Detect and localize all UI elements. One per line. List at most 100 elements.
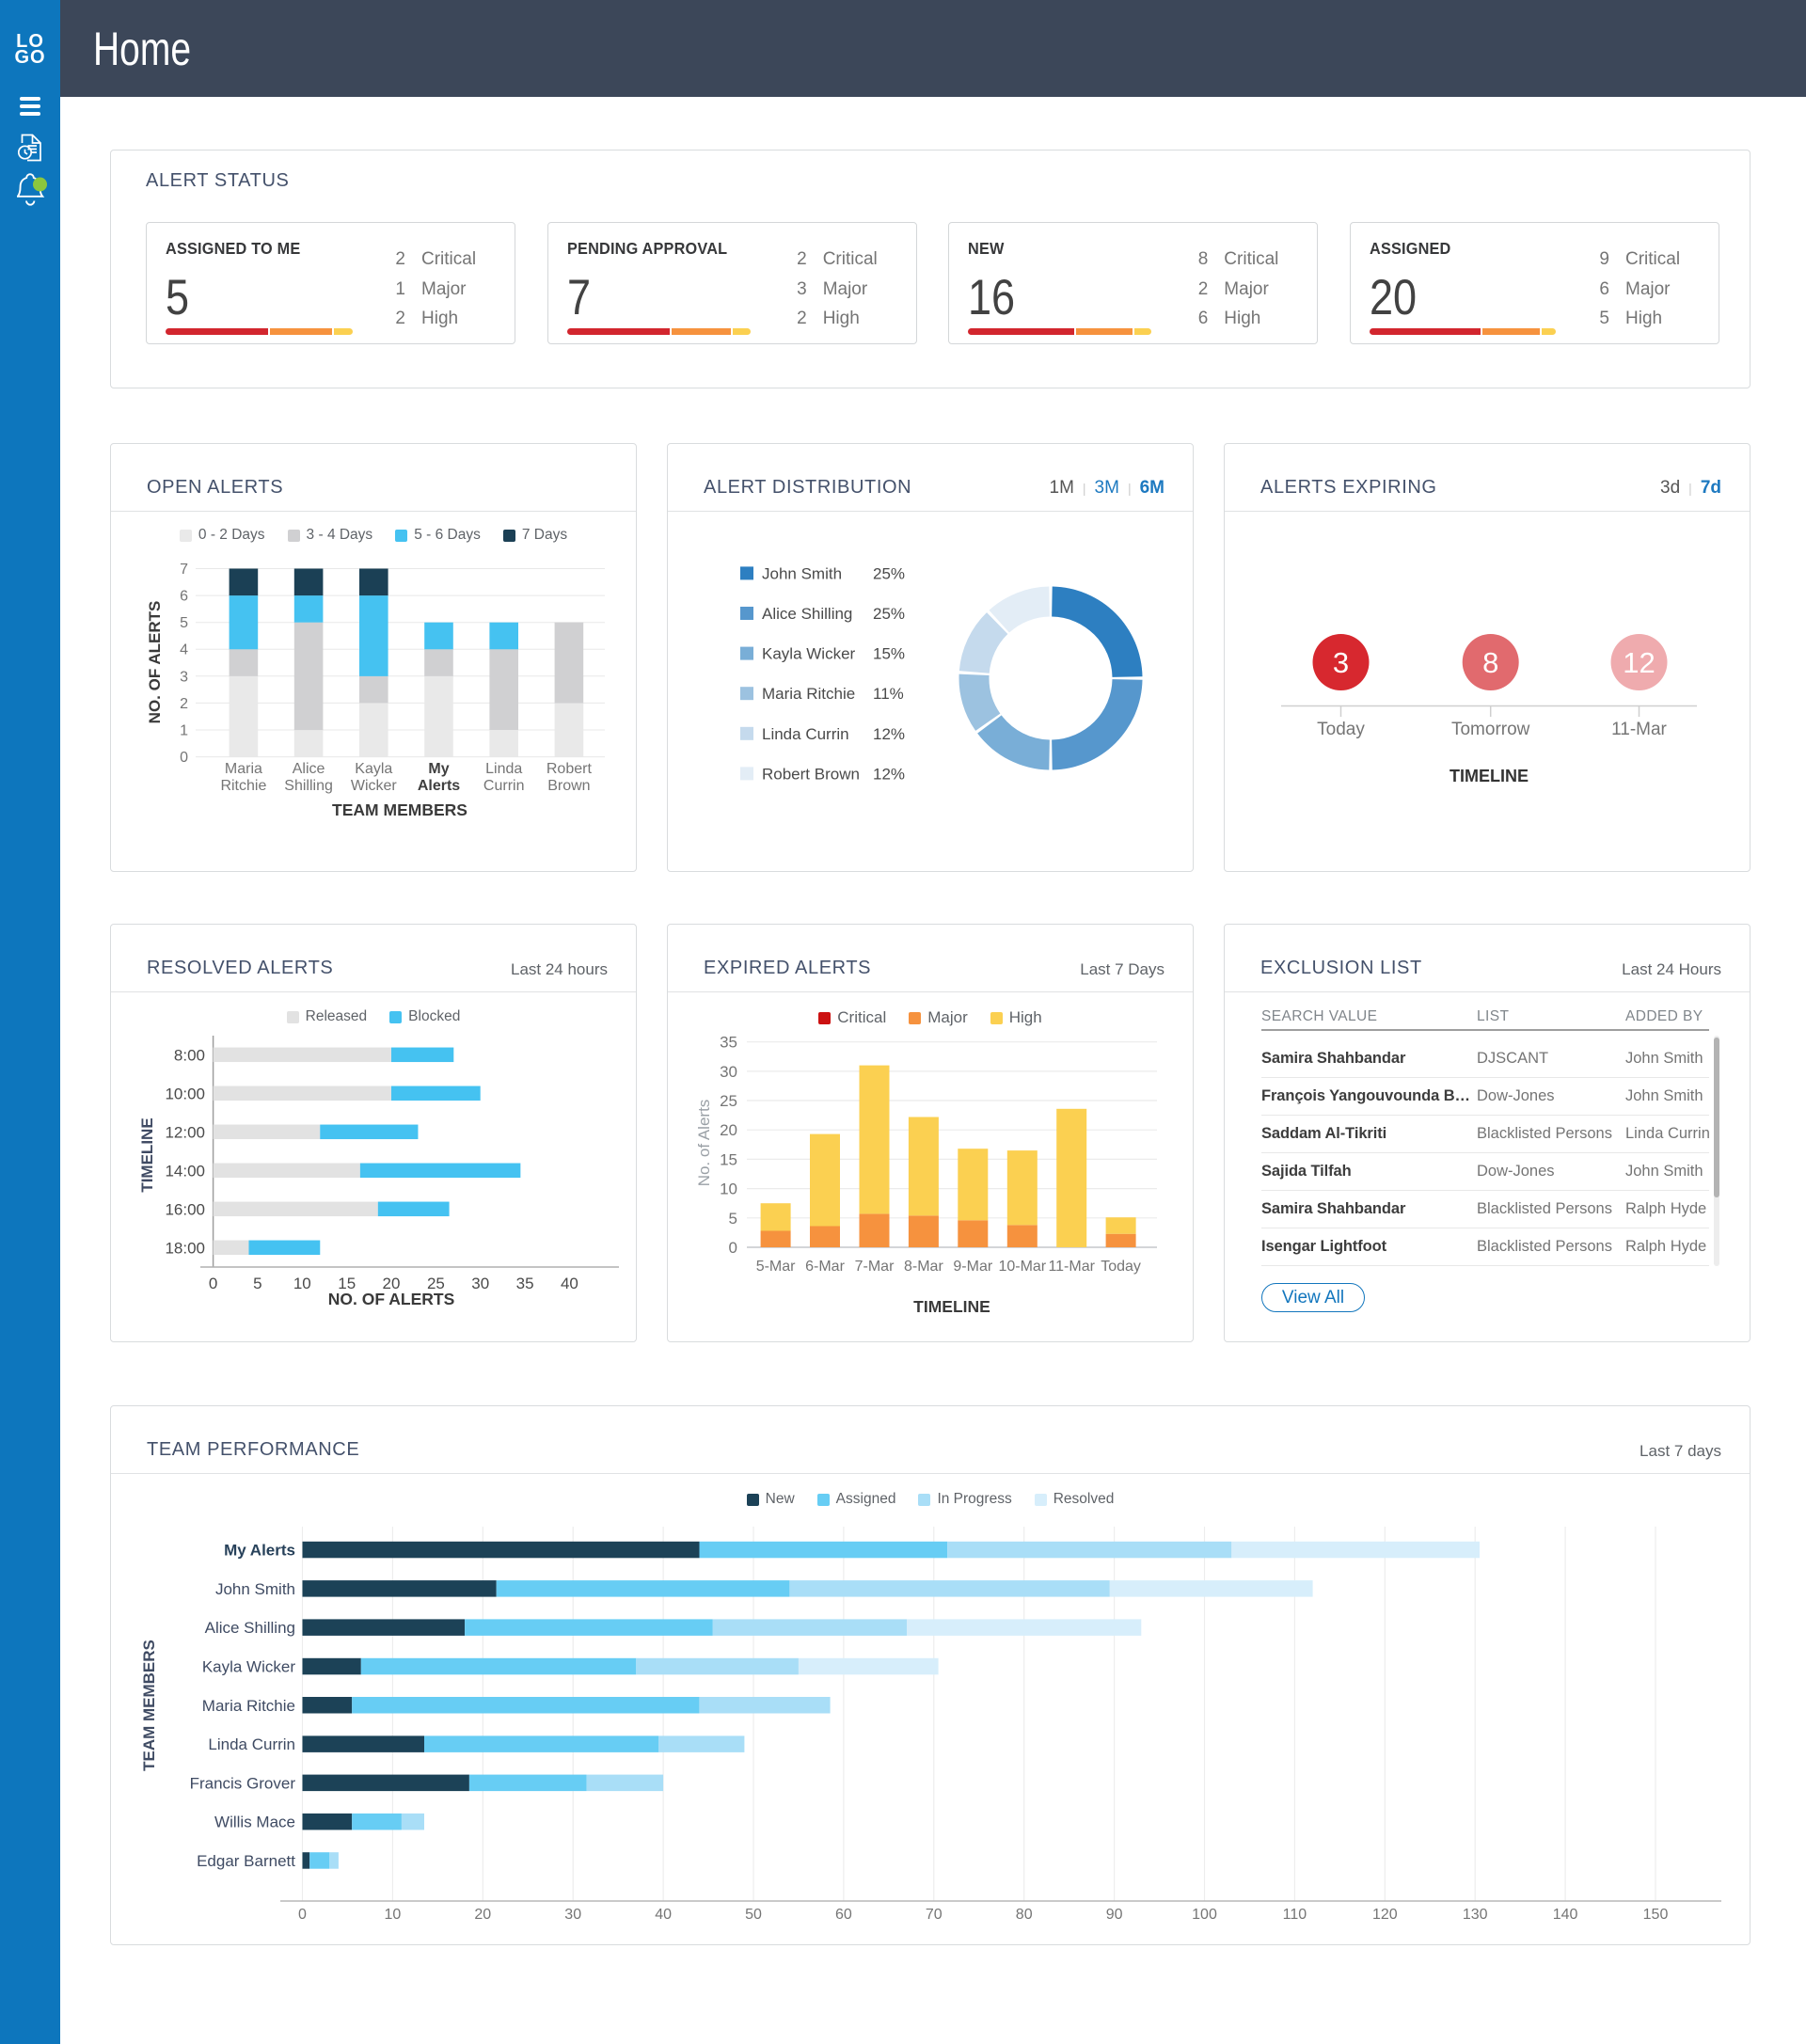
svg-text:11-Mar: 11-Mar (1048, 1259, 1095, 1275)
svg-text:Maria Ritchie: Maria Ritchie (762, 685, 855, 703)
svg-text:8-Mar: 8-Mar (904, 1259, 943, 1275)
svg-text:60: 60 (835, 1907, 852, 1923)
svg-text:30: 30 (471, 1275, 489, 1292)
svg-text:25: 25 (720, 1092, 737, 1110)
svg-text:9-Mar: 9-Mar (953, 1259, 992, 1275)
svg-text:11-Mar: 11-Mar (1611, 720, 1667, 739)
svg-text:5: 5 (729, 1210, 737, 1228)
svg-text:Linda Currin: Linda Currin (208, 1735, 295, 1753)
svg-text:Alice Shilling: Alice Shilling (762, 605, 852, 623)
svg-text:10: 10 (293, 1275, 311, 1292)
svg-text:TEAM MEMBERS: TEAM MEMBERS (140, 1640, 158, 1771)
svg-text:10:00: 10:00 (165, 1085, 205, 1102)
svg-text:0: 0 (729, 1239, 737, 1257)
svg-text:70: 70 (926, 1907, 943, 1923)
svg-text:90: 90 (1106, 1907, 1123, 1923)
svg-text:15: 15 (720, 1150, 737, 1168)
svg-text:Francis Grover: Francis Grover (190, 1774, 296, 1792)
svg-text:12:00: 12:00 (165, 1123, 205, 1141)
svg-text:Kayla Wicker: Kayla Wicker (202, 1658, 296, 1676)
svg-text:25%: 25% (873, 605, 905, 623)
svg-text:TEAM MEMBERS: TEAM MEMBERS (332, 800, 467, 819)
svg-text:Brown: Brown (547, 778, 590, 794)
svg-text:Wicker: Wicker (351, 778, 398, 794)
svg-text:Kayla Wicker: Kayla Wicker (762, 645, 856, 663)
svg-text:NO. OF ALERTS: NO. OF ALERTS (328, 1290, 455, 1308)
svg-text:Currin: Currin (483, 778, 525, 794)
svg-text:110: 110 (1283, 1907, 1307, 1923)
svg-text:100: 100 (1192, 1907, 1217, 1923)
svg-text:11%: 11% (873, 685, 904, 703)
svg-text:Maria Ritchie: Maria Ritchie (202, 1697, 295, 1715)
svg-text:0: 0 (209, 1275, 217, 1292)
svg-text:6-Mar: 6-Mar (805, 1259, 845, 1275)
svg-text:6: 6 (180, 589, 188, 605)
svg-text:TIMELINE: TIMELINE (138, 1117, 156, 1192)
svg-text:No. of Alerts: No. of Alerts (695, 1100, 713, 1187)
svg-text:NO. OF ALERTS: NO. OF ALERTS (146, 601, 164, 724)
svg-text:Ritchie: Ritchie (220, 778, 266, 794)
svg-text:4: 4 (180, 642, 188, 658)
svg-text:Robert: Robert (547, 761, 593, 777)
svg-text:Robert Brown: Robert Brown (762, 765, 860, 783)
svg-text:20: 20 (720, 1121, 737, 1139)
svg-text:0: 0 (180, 750, 188, 766)
svg-text:130: 130 (1463, 1907, 1488, 1923)
svg-text:15%: 15% (873, 645, 905, 663)
svg-text:Willis Mace: Willis Mace (214, 1814, 295, 1831)
svg-text:Today: Today (1317, 720, 1365, 739)
svg-text:18:00: 18:00 (165, 1239, 205, 1257)
svg-text:25%: 25% (873, 564, 905, 582)
svg-text:My: My (428, 761, 449, 777)
svg-text:TIMELINE: TIMELINE (1450, 767, 1529, 785)
svg-text:12%: 12% (873, 725, 905, 743)
svg-text:12: 12 (1623, 646, 1655, 679)
svg-text:7: 7 (180, 562, 188, 578)
svg-text:John Smith: John Smith (215, 1580, 295, 1598)
svg-text:15: 15 (338, 1275, 356, 1292)
svg-text:30: 30 (564, 1907, 581, 1923)
svg-text:40: 40 (655, 1907, 672, 1923)
svg-text:150: 150 (1643, 1907, 1669, 1923)
svg-text:5: 5 (253, 1275, 261, 1292)
svg-text:7-Mar: 7-Mar (855, 1259, 895, 1275)
svg-text:20: 20 (383, 1275, 401, 1292)
svg-text:0: 0 (298, 1907, 307, 1923)
svg-text:My Alerts: My Alerts (224, 1542, 295, 1560)
svg-text:80: 80 (1016, 1907, 1033, 1923)
svg-text:8: 8 (1482, 646, 1498, 679)
svg-text:20: 20 (474, 1907, 491, 1923)
svg-text:Tomorrow: Tomorrow (1451, 720, 1530, 739)
svg-text:25: 25 (427, 1275, 445, 1292)
svg-text:TIMELINE: TIMELINE (913, 1297, 990, 1316)
svg-text:2: 2 (180, 696, 188, 712)
svg-text:50: 50 (745, 1907, 762, 1923)
svg-text:1: 1 (180, 723, 188, 739)
svg-text:Kayla: Kayla (355, 761, 392, 777)
svg-text:Edgar Barnett: Edgar Barnett (197, 1852, 295, 1870)
svg-text:3: 3 (180, 669, 188, 685)
svg-text:8:00: 8:00 (174, 1046, 205, 1064)
svg-text:Today: Today (1101, 1259, 1141, 1275)
svg-text:Maria: Maria (225, 761, 262, 777)
svg-text:40: 40 (561, 1275, 578, 1292)
svg-text:Shilling: Shilling (284, 778, 333, 794)
svg-text:10: 10 (385, 1907, 402, 1923)
svg-text:John Smith: John Smith (762, 564, 842, 582)
svg-text:12%: 12% (873, 765, 905, 783)
svg-text:3: 3 (1333, 646, 1349, 679)
svg-text:16:00: 16:00 (165, 1200, 205, 1218)
svg-text:Linda: Linda (485, 761, 522, 777)
svg-text:10: 10 (720, 1180, 737, 1198)
svg-text:Alice: Alice (293, 761, 325, 777)
svg-text:Alerts: Alerts (418, 778, 460, 794)
svg-text:14:00: 14:00 (165, 1162, 205, 1180)
svg-text:10-Mar: 10-Mar (998, 1259, 1046, 1275)
svg-text:30: 30 (720, 1063, 737, 1081)
svg-text:35: 35 (516, 1275, 534, 1292)
svg-text:120: 120 (1372, 1907, 1398, 1923)
svg-text:Alice Shilling: Alice Shilling (205, 1619, 295, 1637)
svg-text:140: 140 (1553, 1907, 1578, 1923)
svg-text:5: 5 (180, 615, 188, 631)
svg-text:Linda Currin: Linda Currin (762, 725, 849, 743)
